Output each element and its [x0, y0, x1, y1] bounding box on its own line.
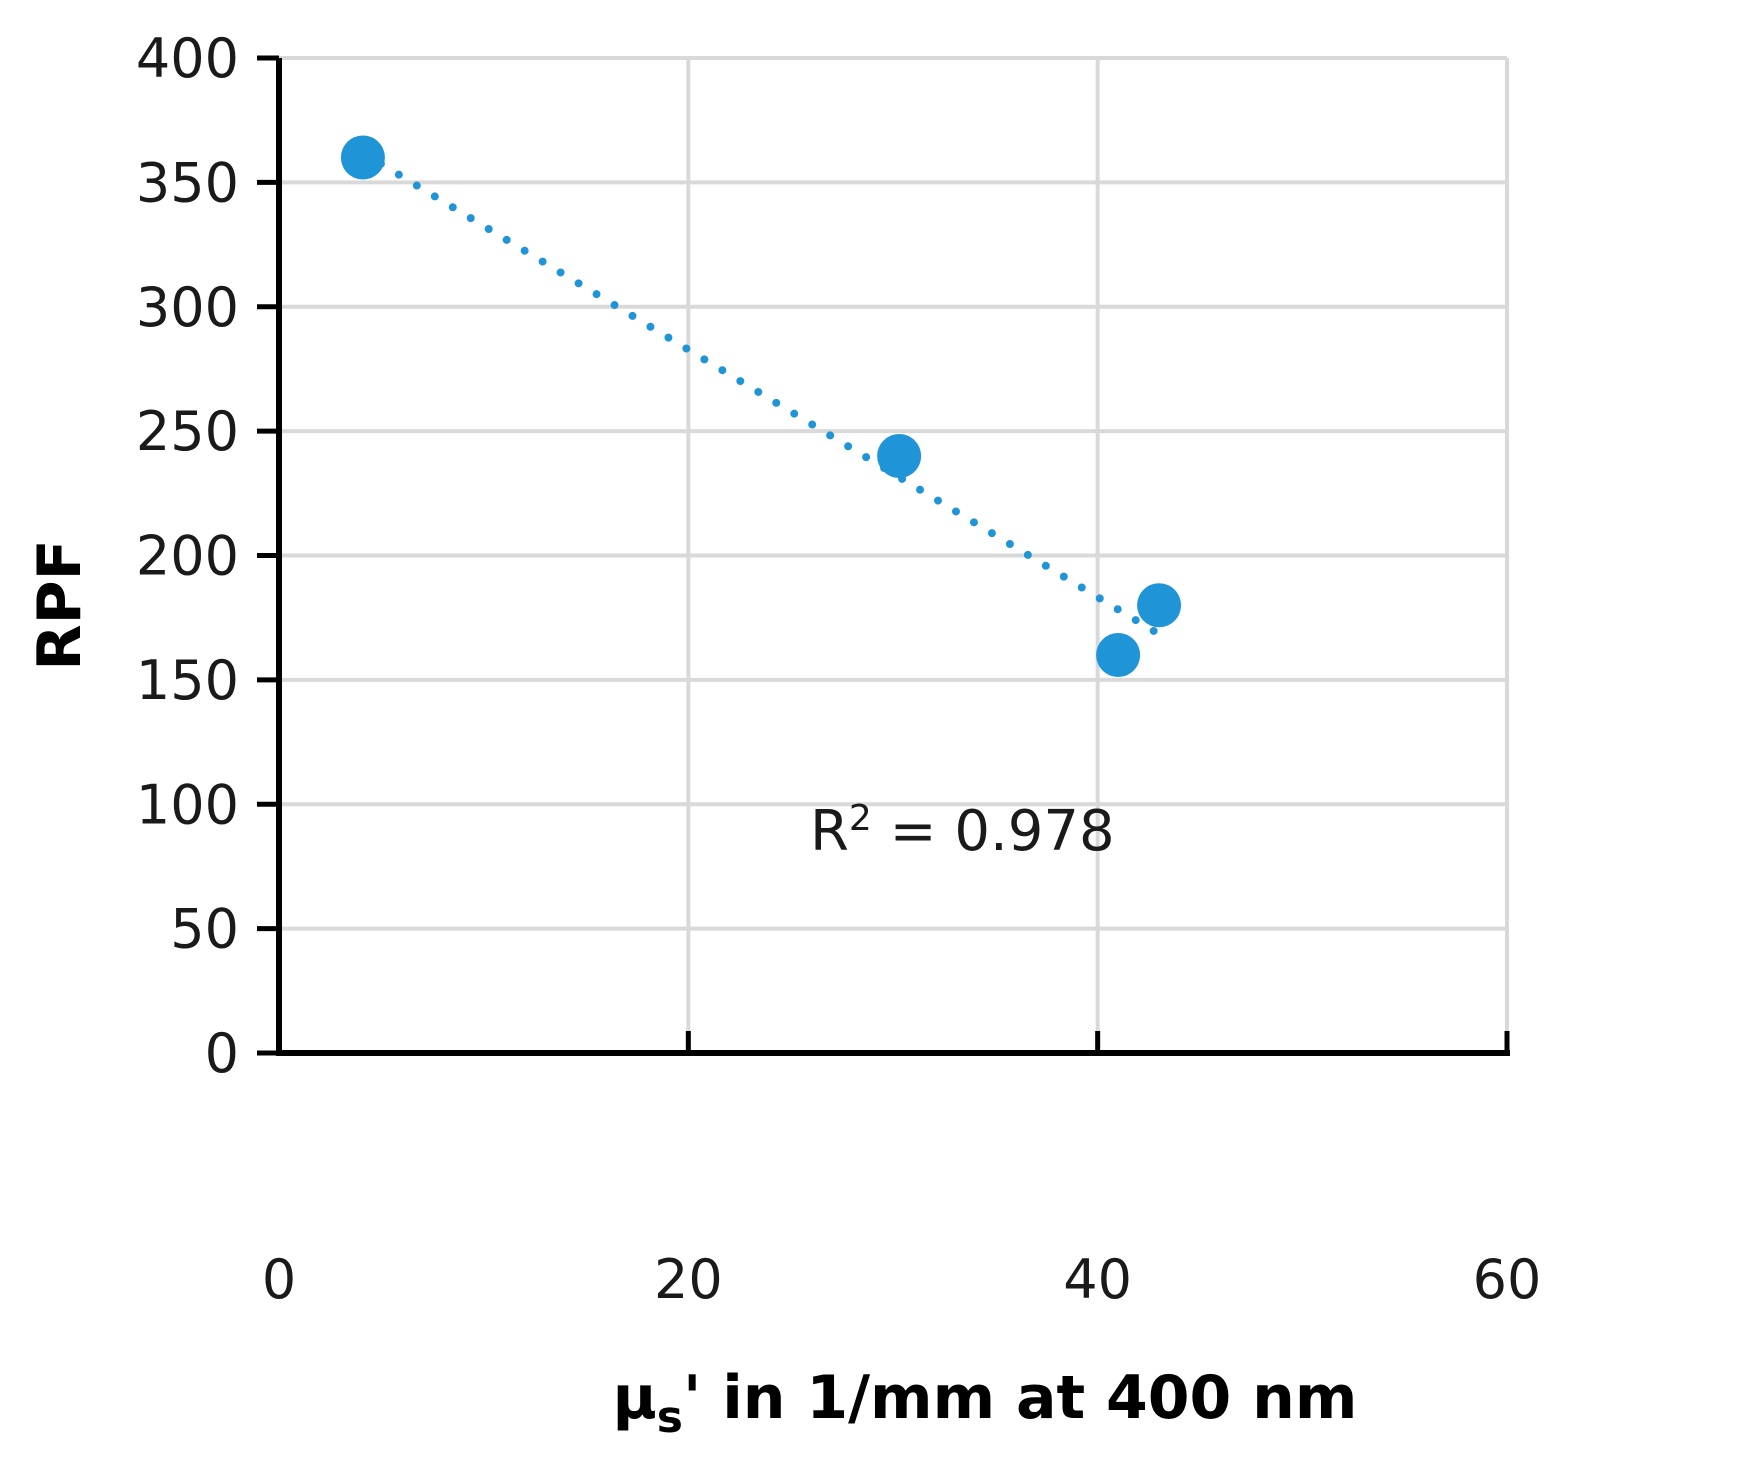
data-point [340, 135, 385, 180]
y-tick-label: 350 [136, 151, 239, 214]
x-tick-label: 40 [1063, 1248, 1132, 1311]
y-tick-label: 50 [170, 898, 239, 961]
y-tick-label: 150 [136, 649, 239, 712]
y-tick-label: 300 [136, 276, 239, 339]
x-tick-label: 0 [262, 1248, 296, 1311]
x-tick-label: 60 [1473, 1248, 1542, 1311]
axes [257, 55, 1510, 1056]
data-points [340, 135, 1182, 677]
trendline-dotted [358, 148, 1164, 639]
r-squared-annotation: R2 = 0.978 [810, 798, 1115, 864]
y-tick-label: 100 [136, 773, 239, 836]
data-point [877, 434, 922, 478]
y-tick-label: 0 [205, 1022, 239, 1085]
gridlines [279, 56, 1509, 1053]
trendline [358, 148, 1164, 639]
y-axis-title: RPF [25, 539, 95, 670]
y-tick-label: 400 [136, 27, 239, 90]
data-point [1137, 583, 1182, 628]
y-tick-label: 250 [136, 400, 239, 463]
x-tick-label: 20 [654, 1248, 723, 1311]
tick-labels: 0 50 100 150 200 250 300 350 400 0 20 40 60 [136, 27, 1541, 1311]
y-tick-label: 200 [136, 525, 239, 588]
x-axis-title: μs' in 1/mm at 400 nm [613, 1363, 1358, 1443]
data-point [1096, 633, 1141, 677]
